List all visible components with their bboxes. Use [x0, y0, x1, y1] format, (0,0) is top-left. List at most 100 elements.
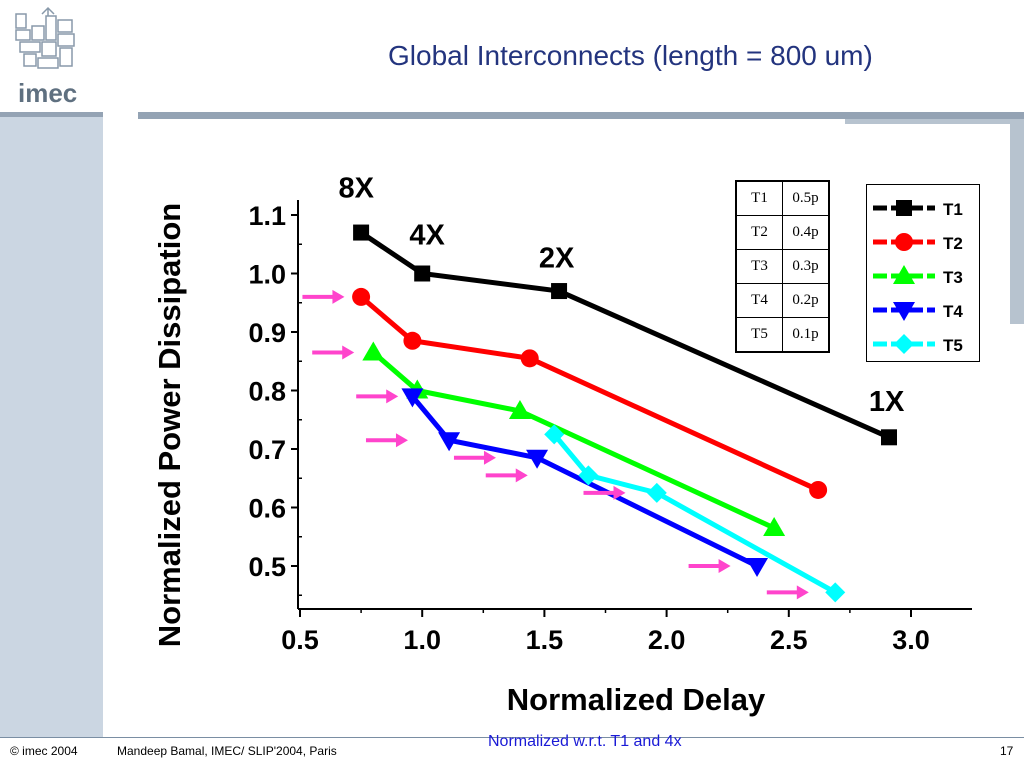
data-point-t1	[353, 224, 370, 241]
data-point-t4	[438, 432, 461, 452]
imec-logo: imec	[15, 6, 77, 108]
chart-axes: 0.5 0.6 0.7 0.8 0.9 1.0 1.1 0.5 1.0 1.5 2.0 2.5 3.0 N…	[152, 200, 972, 717]
legend-item-t2: T2	[873, 233, 963, 253]
x-tick-label: 0.5	[281, 625, 319, 655]
series-t4	[401, 388, 769, 577]
pink-arrow	[766, 585, 809, 600]
series-line-t2	[359, 294, 820, 493]
arrow-head	[613, 485, 626, 500]
slide-title: Global Interconnects (length = 800 um)	[388, 40, 873, 71]
x-tick-label: 3.0	[892, 625, 930, 655]
table-cell-name: T5	[735, 317, 783, 353]
series-t2	[352, 287, 828, 499]
arrow-head	[718, 559, 731, 573]
series-line-t3	[371, 350, 776, 531]
data-point-t5	[646, 482, 667, 503]
data-point-t1	[414, 265, 431, 282]
arrow-head	[386, 389, 399, 404]
series-t5	[544, 424, 846, 603]
table-row: T3 0.3p	[735, 249, 830, 284]
annotation-label: 1X	[869, 386, 905, 418]
arrow-head	[796, 585, 809, 600]
chart-legend: T1 T2 T3 T4 T5	[866, 184, 980, 362]
series-t1	[353, 224, 898, 446]
header-rule	[138, 112, 1024, 119]
left-sidebar-band	[0, 117, 103, 737]
y-tick-label: 0.9	[248, 318, 286, 348]
legend-marker	[894, 334, 914, 354]
pink-arrow	[302, 289, 345, 304]
data-point-t2	[809, 480, 828, 499]
chart-annotations: 8X 4X 2X 1X	[338, 172, 904, 418]
table-cell-value: 0.4p	[782, 215, 830, 250]
header-rule-left	[0, 112, 103, 117]
legend-item-t4: T4	[873, 302, 963, 321]
arrow-head	[483, 450, 496, 465]
legend-item-t1: T1	[873, 200, 963, 219]
normalization-note: Normalized w.r.t. T1 and 4x	[488, 733, 682, 750]
table-cell-value: 0.1p	[782, 317, 830, 353]
data-point-t5	[578, 465, 599, 486]
x-tick-label: 1.5	[526, 625, 564, 655]
arrow-head	[342, 345, 355, 360]
x-tick-label: 2.5	[770, 625, 808, 655]
x-axis-title: Normalized Delay	[507, 682, 766, 717]
legend-item-t3: T3	[873, 265, 963, 287]
table-row: T4 0.2p	[735, 283, 830, 318]
data-point-t3	[362, 341, 385, 361]
table-cell-name: T4	[735, 283, 783, 318]
table-cell-name: T2	[735, 215, 783, 250]
data-point-t2	[403, 331, 422, 350]
annotation-label: 8X	[338, 172, 374, 204]
page-number: 17	[1000, 744, 1014, 758]
pink-arrow	[356, 389, 399, 404]
y-tick-label: 0.7	[248, 435, 286, 465]
chart-series	[352, 224, 898, 603]
pink-arrow	[453, 450, 496, 465]
y-tick-label: 1.0	[248, 260, 286, 290]
x-tick-label: 1.0	[403, 625, 441, 655]
table-cell-name: T3	[735, 249, 783, 284]
y-tick-label: 0.6	[248, 494, 286, 524]
series-line-t4	[410, 394, 759, 569]
series-line-t1	[359, 230, 891, 440]
x-tick-label: 2.0	[648, 625, 686, 655]
data-point-t4	[401, 388, 424, 408]
legend-item-t5: T5	[873, 334, 963, 355]
arrow-head	[332, 289, 345, 304]
series-t3	[362, 341, 786, 536]
pink-arrow	[688, 559, 731, 573]
table-cell-name: T1	[735, 180, 783, 216]
data-point-t5	[544, 424, 565, 445]
legend-marker	[895, 233, 913, 251]
data-point-t3	[763, 516, 786, 536]
footer-rule	[0, 737, 1024, 738]
data-point-t5	[825, 582, 846, 603]
legend-label: T5	[943, 336, 963, 355]
data-point-t2	[520, 349, 539, 368]
table-row: T5 0.1p	[735, 317, 830, 353]
right-edge-band	[1010, 119, 1024, 324]
data-point-t4	[746, 558, 769, 577]
legend-marker	[896, 200, 912, 216]
data-point-t3	[508, 399, 531, 419]
data-point-t1	[551, 283, 568, 300]
footer-author: Mandeep Bamal, IMEC/ SLIP'2004, Paris	[117, 744, 337, 758]
table-row: T1 0.5p	[735, 180, 830, 216]
annotation-label: 2X	[539, 243, 575, 275]
series-line-t5	[552, 432, 837, 595]
legend-label: T3	[943, 268, 963, 287]
annotation-label: 4X	[409, 219, 445, 251]
y-tick-label: 0.5	[248, 552, 286, 582]
legend-marker	[893, 302, 915, 321]
header-rule-shadow	[845, 119, 1024, 124]
table-row: T2 0.4p	[735, 215, 830, 250]
parameter-table: T1 0.5p T2 0.4p T3 0.3p T4 0.2p T5 0.1p	[735, 180, 830, 353]
table-cell-value: 0.3p	[782, 249, 830, 284]
chart-arrows	[302, 289, 809, 600]
arrow-head	[515, 468, 528, 483]
footer-copyright: © imec 2004	[10, 744, 78, 758]
logo-text: imec	[18, 78, 77, 108]
legend-label: T2	[943, 234, 963, 253]
